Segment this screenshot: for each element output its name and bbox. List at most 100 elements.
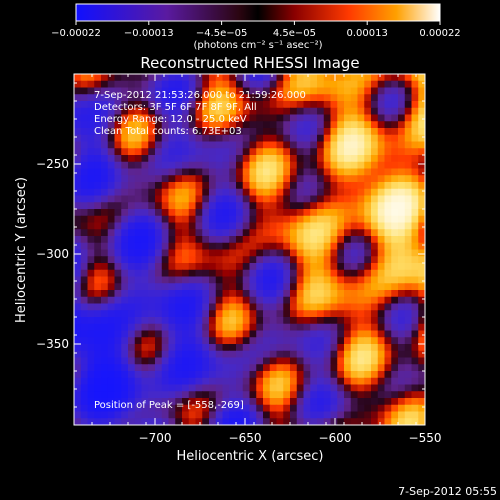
heatmap-cell xyxy=(87,276,95,284)
heatmap-cell xyxy=(101,290,109,298)
heatmap-cell xyxy=(236,222,244,230)
heatmap-cell xyxy=(344,161,352,170)
heatmap-cell xyxy=(128,209,136,217)
heatmap-cell xyxy=(317,141,325,149)
heatmap-cell xyxy=(249,229,257,237)
heatmap-cell xyxy=(188,107,197,116)
heatmap-cell xyxy=(344,114,352,122)
y-tick-label: −250 xyxy=(36,157,69,171)
heatmap-cell xyxy=(87,364,95,372)
heatmap-cell xyxy=(357,249,365,257)
heatmap-cell xyxy=(303,242,311,251)
heatmap-cell xyxy=(188,128,197,136)
heatmap-cell xyxy=(377,94,386,102)
heatmap-cell xyxy=(290,94,298,102)
heatmap-cell xyxy=(202,155,210,163)
heatmap-cell xyxy=(107,107,116,116)
heatmap-cell xyxy=(384,168,392,176)
heatmap-cell xyxy=(411,202,419,210)
heatmap-cell xyxy=(229,215,237,224)
heatmap-cell xyxy=(182,283,190,291)
heatmap-cell xyxy=(215,195,224,203)
heatmap-cell xyxy=(134,337,143,345)
heatmap-cell xyxy=(195,398,203,406)
heatmap-cell xyxy=(134,371,143,379)
heatmap-cell xyxy=(87,168,95,176)
heatmap-cell xyxy=(404,384,413,392)
heatmap-cell xyxy=(303,134,311,143)
heatmap-cell xyxy=(148,107,156,116)
heatmap-cell xyxy=(256,242,264,251)
heatmap-cell xyxy=(121,175,129,183)
heatmap-cell xyxy=(87,80,95,89)
heatmap-cell xyxy=(317,357,325,365)
heatmap-cell xyxy=(195,357,203,365)
heatmap-cell xyxy=(114,141,122,149)
heatmap-cell xyxy=(236,384,244,392)
heatmap-cell xyxy=(141,168,149,176)
heatmap-cell xyxy=(384,344,392,352)
heatmap-cell xyxy=(350,404,359,413)
heatmap-cell xyxy=(344,263,352,271)
heatmap-cell xyxy=(249,398,257,406)
heatmap-cell xyxy=(141,175,149,183)
heatmap-cell xyxy=(148,94,156,102)
heatmap-cell xyxy=(222,317,230,325)
heatmap-cell xyxy=(337,155,345,163)
heatmap-cell xyxy=(371,290,379,298)
heatmap-cell xyxy=(357,80,365,89)
heatmap-cell xyxy=(364,256,372,264)
heatmap-cell xyxy=(411,107,419,116)
heatmap-cell xyxy=(303,101,311,109)
heatmap-cell xyxy=(364,161,372,170)
heatmap-cell xyxy=(107,121,116,129)
heatmap-cell xyxy=(215,371,224,379)
heatmap-cell xyxy=(134,74,143,82)
heatmap-cell xyxy=(371,161,379,170)
heatmap-cell xyxy=(141,317,149,325)
heatmap-cell xyxy=(242,303,251,311)
x-tick-label: −650 xyxy=(229,431,262,445)
heatmap-cell xyxy=(249,128,257,136)
heatmap-cell xyxy=(377,323,386,332)
heatmap-cell xyxy=(418,188,425,197)
heatmap-cell xyxy=(283,182,291,190)
heatmap-cell xyxy=(121,148,129,156)
heatmap-cell xyxy=(141,161,149,170)
heatmap-cell xyxy=(310,256,318,264)
colorbar-tick-label: 0.00022 xyxy=(419,28,460,39)
heatmap-cell xyxy=(134,398,143,406)
heatmap-cell xyxy=(94,134,102,143)
heatmap-cell xyxy=(141,263,149,271)
heatmap-cell xyxy=(317,155,325,163)
heatmap-cell xyxy=(188,121,197,129)
heatmap-cell xyxy=(371,155,379,163)
heatmap-cell xyxy=(411,263,419,271)
heatmap-cell xyxy=(121,202,129,210)
heatmap-cell xyxy=(74,114,82,122)
heatmap-cell xyxy=(195,263,203,271)
heatmap-cell xyxy=(148,148,156,156)
heatmap-cell xyxy=(411,364,419,372)
heatmap-cell xyxy=(344,371,352,379)
heatmap-cell xyxy=(229,296,237,305)
heatmap-cell xyxy=(229,391,237,399)
heatmap-cell xyxy=(141,242,149,251)
heatmap-cell xyxy=(303,330,311,338)
heatmap-cell xyxy=(215,418,224,425)
heatmap-cell xyxy=(121,236,129,244)
heatmap-cell xyxy=(371,276,379,284)
heatmap-cell xyxy=(418,175,425,183)
heatmap-cell xyxy=(155,107,163,116)
heatmap-cell xyxy=(276,371,284,379)
heatmap-cell xyxy=(249,80,257,89)
heatmap-cell xyxy=(323,148,332,156)
heatmap-cell xyxy=(87,134,95,143)
heatmap-cell xyxy=(276,384,284,392)
heatmap-cell xyxy=(155,276,163,284)
heatmap-cell xyxy=(161,148,170,156)
heatmap-cell xyxy=(256,418,264,425)
heatmap-cell xyxy=(215,404,224,413)
heatmap-cell xyxy=(391,330,399,338)
heatmap-cell xyxy=(411,222,419,230)
